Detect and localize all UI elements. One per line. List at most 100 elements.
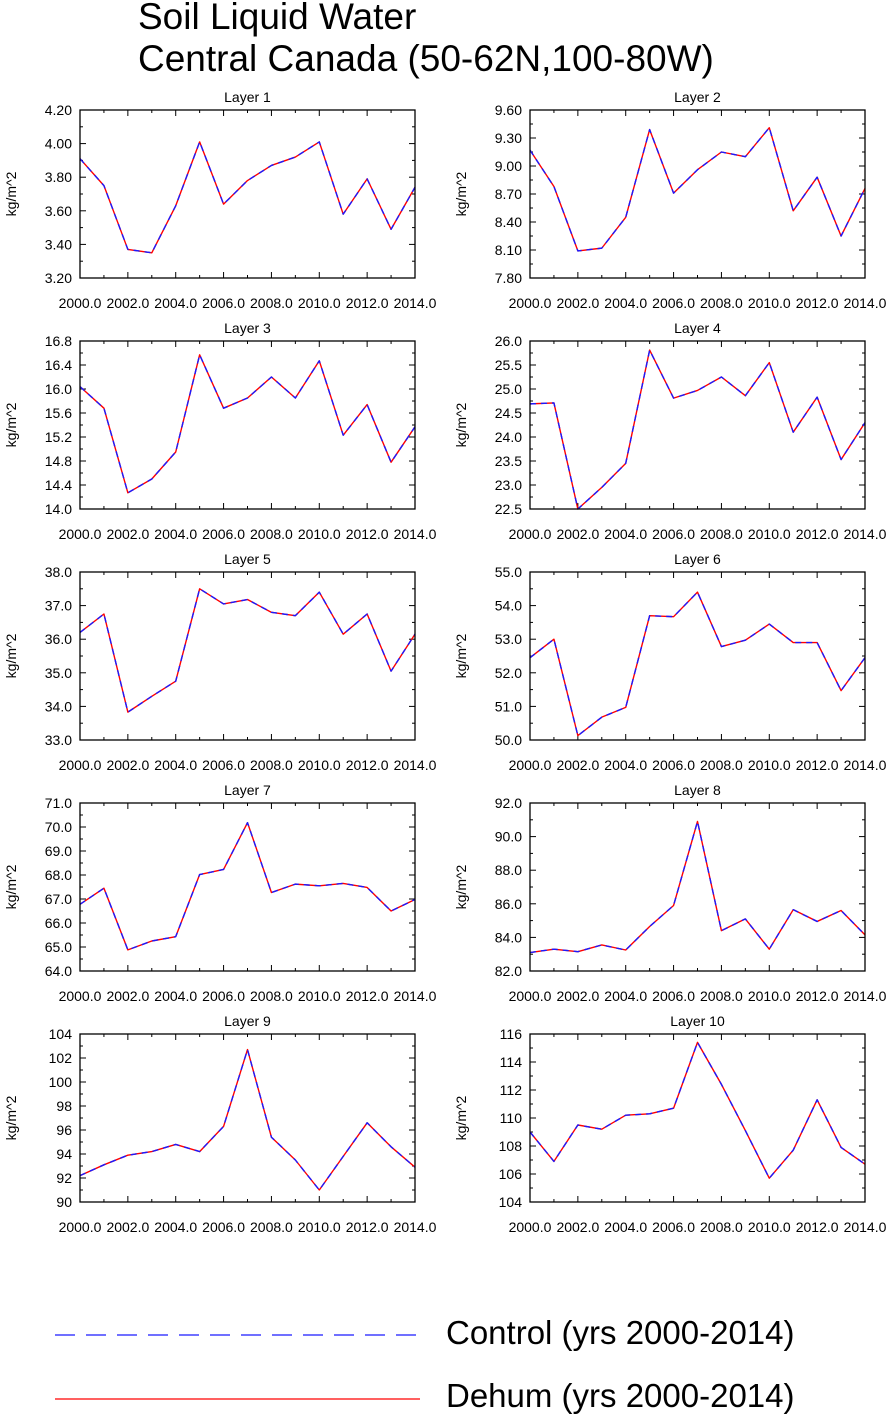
panel-title: Layer 6 [674,551,721,567]
x-tick-label: 2014.0 [394,295,437,311]
y-tick-label: 66.0 [45,915,72,931]
panel-layer-7: Layer 7 64.0 65.0 66.0 67.0 68.0 69.0 70.0 71.0 2… [3,782,437,1004]
x-tick-label: 2012.0 [796,295,839,311]
x-tick-label: 2014.0 [844,526,887,542]
x-tick-label: 2010.0 [748,526,791,542]
y-tick-label: 36.0 [45,631,72,647]
y-tick-label: 112 [500,1082,523,1098]
y-axis-label: kg/m^2 [3,171,19,216]
y-tick-label: 14.8 [45,453,72,469]
x-tick-label: 2006.0 [202,295,245,311]
panel-title: Layer 10 [670,1013,725,1029]
y-tick-label: 55.0 [495,564,522,580]
y-tick-label: 106 [499,1166,523,1182]
y-tick-label: 92 [56,1170,72,1186]
series-line-dehum [529,127,866,252]
y-axis-label: kg/m^2 [453,171,469,216]
x-tick-label: 2008.0 [250,526,293,542]
series-line-control [529,591,866,737]
y-tick-label: 26.0 [495,333,522,349]
x-tick-label: 2000.0 [59,295,102,311]
x-tick-label: 2006.0 [202,526,245,542]
y-tick-label: 68.0 [45,867,72,883]
series-line-dehum [79,588,416,713]
x-tick-label: 2002.0 [556,295,599,311]
x-tick-label: 2004.0 [604,526,647,542]
x-tick-label: 2008.0 [250,1219,293,1235]
y-tick-label: 3.60 [45,203,72,219]
x-tick-label: 2000.0 [509,295,552,311]
x-tick-label: 2008.0 [700,1219,743,1235]
series-line-dehum [79,354,416,494]
plot-frame [529,340,866,510]
panel-title: Layer 3 [224,320,271,336]
x-tick-label: 2004.0 [604,988,647,1004]
y-tick-label: 114 [500,1054,523,1070]
y-tick-label: 108 [499,1138,523,1154]
x-tick-label: 2010.0 [298,526,341,542]
panel-layer-4: Layer 4 22.5 23.0 23.5 24.0 24.5 25.0 25.5 26.0 2… [453,320,887,542]
figure-title-line-1: Soil Liquid Water [138,0,417,37]
y-tick-label: 25.5 [495,357,522,373]
y-tick-label: 94 [56,1146,72,1162]
y-tick-label: 16.8 [45,333,72,349]
series-line-dehum [529,591,866,737]
y-tick-label: 24.0 [495,429,522,445]
y-tick-label: 51.0 [495,698,522,714]
series-line-dehum [529,820,866,954]
panel-layer-9: Layer 9 90 92 94 96 98 100 102 104 2000.0 2002.0 20… [3,1013,437,1235]
x-tick-label: 2012.0 [796,988,839,1004]
x-tick-label: 2000.0 [509,757,552,773]
y-axis-label: kg/m^2 [3,1095,19,1140]
y-tick-label: 3.20 [45,270,72,286]
y-tick-label: 54.0 [495,598,522,614]
panel-title: Layer 8 [674,782,721,798]
x-tick-label: 2000.0 [509,988,552,1004]
x-tick-label: 2006.0 [652,295,695,311]
x-tick-label: 2010.0 [748,757,791,773]
x-tick-label: 2012.0 [796,1219,839,1235]
y-tick-label: 16.4 [45,357,72,373]
y-tick-label: 34.0 [45,698,72,714]
y-tick-label: 71.0 [45,795,72,811]
x-tick-label: 2002.0 [106,1219,149,1235]
x-tick-label: 2012.0 [346,988,389,1004]
x-tick-label: 2004.0 [154,988,197,1004]
y-tick-label: 65.0 [45,939,72,955]
y-tick-label: 9.60 [495,102,522,118]
x-tick-label: 2002.0 [106,526,149,542]
x-tick-label: 2008.0 [250,988,293,1004]
y-tick-label: 25.0 [495,381,522,397]
panel-title: Layer 9 [224,1013,271,1029]
x-tick-label: 2002.0 [106,988,149,1004]
series-line-control [529,820,866,954]
x-tick-label: 2004.0 [154,1219,197,1235]
y-tick-label: 33.0 [45,732,72,748]
plot-frame [529,571,866,741]
y-tick-label: 98 [56,1098,72,1114]
series-line-control [79,821,416,951]
y-tick-label: 90.0 [495,829,522,845]
y-tick-label: 110 [500,1110,523,1126]
panel-title: Layer 2 [674,89,721,105]
panel-title: Layer 1 [224,89,271,105]
series-line-control [79,588,416,713]
plot-frame [79,802,416,972]
x-tick-label: 2004.0 [154,526,197,542]
x-tick-label: 2002.0 [556,757,599,773]
plot-frame [79,571,416,741]
y-axis-label: kg/m^2 [453,1095,469,1140]
panel-layer-10: Layer 10 104 106 108 110 112 114 116 2000.0 2002.… [453,1013,887,1235]
x-tick-label: 2012.0 [796,757,839,773]
y-axis-label: kg/m^2 [453,633,469,678]
x-tick-label: 2006.0 [652,757,695,773]
series-line-control [79,1048,416,1191]
x-tick-label: 2000.0 [509,1219,552,1235]
plot-frame [529,109,866,279]
x-tick-label: 2012.0 [346,1219,389,1235]
series-line-control [529,127,866,252]
x-tick-label: 2000.0 [59,526,102,542]
